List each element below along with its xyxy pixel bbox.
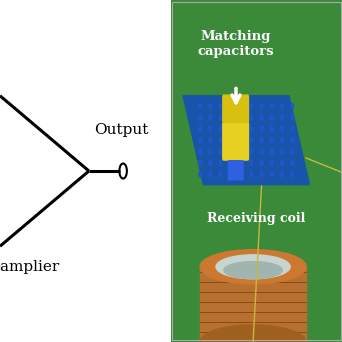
Circle shape <box>199 104 201 108</box>
Circle shape <box>261 115 263 120</box>
Circle shape <box>209 161 211 166</box>
Ellipse shape <box>200 325 306 342</box>
Bar <box>200 267 306 342</box>
Circle shape <box>281 161 283 166</box>
Circle shape <box>250 115 252 120</box>
Circle shape <box>240 138 242 143</box>
Circle shape <box>209 172 211 177</box>
FancyBboxPatch shape <box>223 122 248 160</box>
Ellipse shape <box>216 255 290 279</box>
Circle shape <box>199 115 201 120</box>
Circle shape <box>240 172 242 177</box>
Text: Matching
capacitors: Matching capacitors <box>198 30 274 58</box>
Circle shape <box>220 172 222 177</box>
Circle shape <box>261 104 263 108</box>
Circle shape <box>230 115 232 120</box>
Circle shape <box>240 161 242 166</box>
Circle shape <box>240 115 242 120</box>
Circle shape <box>271 115 273 120</box>
Circle shape <box>209 104 211 108</box>
Circle shape <box>220 149 222 154</box>
Circle shape <box>240 149 242 154</box>
Circle shape <box>250 127 252 131</box>
Circle shape <box>240 104 242 108</box>
Circle shape <box>209 127 211 131</box>
Circle shape <box>199 127 201 131</box>
Circle shape <box>261 172 263 177</box>
Circle shape <box>291 138 293 143</box>
FancyBboxPatch shape <box>223 95 248 122</box>
Circle shape <box>220 115 222 120</box>
Circle shape <box>291 161 293 166</box>
Circle shape <box>209 115 211 120</box>
Circle shape <box>271 161 273 166</box>
Circle shape <box>261 138 263 143</box>
Circle shape <box>291 104 293 108</box>
Circle shape <box>261 161 263 166</box>
Text: Output: Output <box>94 123 148 137</box>
Circle shape <box>209 138 211 143</box>
Circle shape <box>281 115 283 120</box>
Circle shape <box>271 138 273 143</box>
Circle shape <box>240 127 242 131</box>
Circle shape <box>250 161 252 166</box>
Circle shape <box>281 172 283 177</box>
Circle shape <box>199 161 201 166</box>
Circle shape <box>230 161 232 166</box>
Circle shape <box>220 127 222 131</box>
Circle shape <box>199 149 201 154</box>
Circle shape <box>220 104 222 108</box>
Circle shape <box>261 149 263 154</box>
Circle shape <box>281 127 283 131</box>
Circle shape <box>230 149 232 154</box>
Circle shape <box>199 138 201 143</box>
Circle shape <box>281 104 283 108</box>
Circle shape <box>220 138 222 143</box>
Text: Receiving coil: Receiving coil <box>207 212 306 225</box>
Circle shape <box>291 149 293 154</box>
Circle shape <box>250 104 252 108</box>
Circle shape <box>220 161 222 166</box>
Circle shape <box>281 138 283 143</box>
Circle shape <box>250 172 252 177</box>
FancyBboxPatch shape <box>228 161 243 180</box>
Circle shape <box>271 172 273 177</box>
Ellipse shape <box>200 250 306 284</box>
Circle shape <box>271 104 273 108</box>
Circle shape <box>291 172 293 177</box>
Circle shape <box>199 172 201 177</box>
Circle shape <box>271 149 273 154</box>
Circle shape <box>291 115 293 120</box>
Circle shape <box>271 127 273 131</box>
Circle shape <box>291 127 293 131</box>
Ellipse shape <box>224 262 282 279</box>
Circle shape <box>281 149 283 154</box>
Circle shape <box>209 149 211 154</box>
Circle shape <box>250 149 252 154</box>
Circle shape <box>230 172 232 177</box>
Circle shape <box>230 104 232 108</box>
Text: eamplier: eamplier <box>0 260 60 274</box>
Circle shape <box>261 127 263 131</box>
Circle shape <box>230 127 232 131</box>
Polygon shape <box>183 96 310 185</box>
Circle shape <box>230 138 232 143</box>
Circle shape <box>250 138 252 143</box>
